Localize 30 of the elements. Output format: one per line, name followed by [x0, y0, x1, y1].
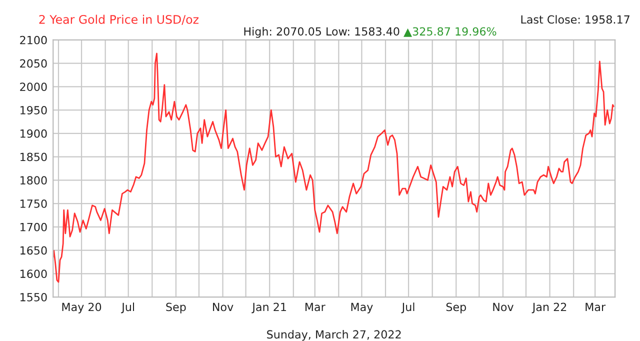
y-tick-label: 1700	[20, 222, 47, 232]
text: ▲325.87 19.96%	[404, 27, 496, 37]
x-tick-label: Jan 21	[252, 302, 286, 314]
x-axis-title: Sunday, March 27, 2022	[267, 330, 401, 341]
y-tick-label: 1650	[20, 246, 47, 255]
x-tick-label: May 20	[62, 302, 102, 314]
y-tick-label: 2100	[20, 36, 47, 44]
y-tick-label: 1900	[20, 129, 47, 138]
y-tick-label: 2050	[20, 59, 47, 68]
y-tick-label: 1600	[20, 270, 47, 278]
x-tick-label: May	[351, 302, 373, 314]
chart-title: 2 Year Gold Price in USD/oz	[39, 14, 198, 25]
x-tick-label: Jul	[401, 302, 414, 314]
y-tick-label: 2000	[20, 82, 47, 92]
text: Last Close: 1958.17	[521, 15, 630, 24]
x-tick-label: Sep	[166, 302, 186, 314]
x-tick-label: Nov	[213, 302, 234, 312]
y-tick-label: 1550	[20, 292, 47, 302]
x-tick-label: Mar	[586, 302, 606, 312]
x-tick-label: Mar	[305, 302, 326, 312]
x-tick-label: Jul	[121, 302, 134, 314]
line-series	[53, 52, 614, 283]
y-tick-label: 1950	[20, 106, 47, 114]
y-tick-label: 1850	[20, 152, 47, 162]
chart-subtitle: High: 2070.05 Low: 1583.40	[244, 27, 400, 38]
y-tick-label: 1750	[20, 199, 47, 208]
x-tick-label: Sep	[446, 302, 466, 314]
y-tick-label: 1800	[20, 176, 47, 185]
x-tick-label: Jan 22	[532, 302, 566, 314]
x-tick-label: Nov	[493, 302, 514, 312]
